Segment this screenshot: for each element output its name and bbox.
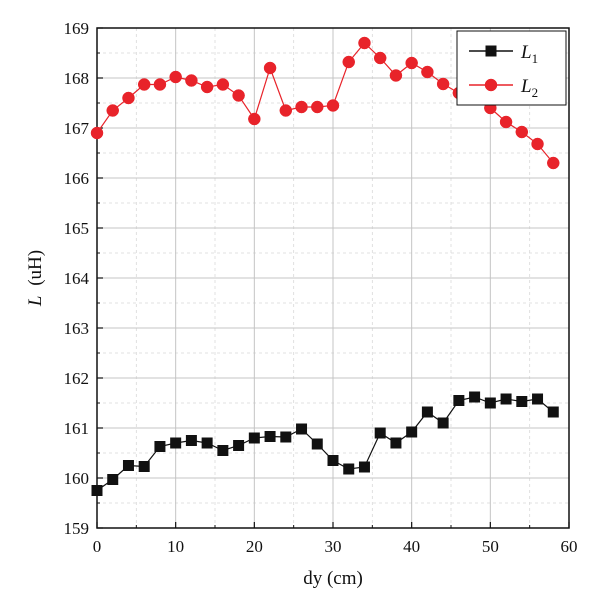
x-tick-label: 50 xyxy=(482,537,499,556)
y-tick-label: 166 xyxy=(64,169,90,188)
data-point xyxy=(295,100,308,114)
series-layer xyxy=(90,36,560,496)
data-point xyxy=(389,69,403,82)
data-point xyxy=(500,393,512,405)
data-point xyxy=(532,393,544,405)
data-point xyxy=(531,137,544,151)
y-tick-label: 169 xyxy=(64,19,90,38)
y-tick-label: 163 xyxy=(64,319,90,338)
data-point xyxy=(327,455,339,466)
data-point xyxy=(200,80,214,94)
data-point xyxy=(91,485,103,496)
y-tick-label: 167 xyxy=(64,119,90,138)
data-point xyxy=(311,100,324,114)
data-point xyxy=(374,427,386,439)
data-point xyxy=(138,461,150,472)
data-point xyxy=(405,56,418,70)
y-axis-symbol: L xyxy=(25,296,46,308)
data-point xyxy=(453,395,465,406)
data-point xyxy=(515,125,529,139)
y-tick-label: 168 xyxy=(64,69,90,88)
x-tick-label: 60 xyxy=(561,537,578,556)
data-point xyxy=(311,438,323,450)
data-point xyxy=(169,70,182,84)
data-point xyxy=(390,437,402,449)
x-tick-label: 20 xyxy=(246,537,263,556)
data-point xyxy=(469,391,481,403)
data-point xyxy=(248,112,261,126)
data-point xyxy=(499,115,513,129)
y-tick-label: 159 xyxy=(64,519,90,538)
data-point xyxy=(436,77,450,91)
series-line xyxy=(96,396,554,491)
x-axis-title: dy (cm) xyxy=(303,568,363,589)
data-point xyxy=(248,432,260,444)
data-point xyxy=(280,431,292,443)
data-point xyxy=(137,78,151,91)
data-point xyxy=(547,406,559,418)
data-point xyxy=(216,78,230,91)
data-point xyxy=(343,463,355,475)
data-point xyxy=(217,445,229,456)
data-point xyxy=(233,440,245,451)
y-tick-label: 164 xyxy=(64,269,90,288)
data-point xyxy=(90,126,104,140)
data-point xyxy=(421,65,434,79)
axis-ticks: 0 10 20 30 40 50 60 159 160 161 162 163 164 165 166 167… xyxy=(64,19,578,556)
data-point xyxy=(358,461,370,473)
data-point xyxy=(122,460,134,471)
data-point xyxy=(170,437,182,449)
legend-label-symbol: L xyxy=(520,76,532,97)
data-point xyxy=(421,406,433,418)
data-point xyxy=(484,397,496,409)
data-point xyxy=(326,99,340,112)
data-point xyxy=(358,36,371,50)
series-L1 xyxy=(91,391,559,496)
data-point xyxy=(516,396,528,407)
x-tick-label: 0 xyxy=(93,537,102,556)
legend-item: L1 xyxy=(469,42,538,66)
legend-item: L2 xyxy=(469,76,538,100)
data-point xyxy=(264,431,276,442)
legend-label: L1 xyxy=(520,42,538,66)
legend-marker xyxy=(485,45,497,57)
data-point xyxy=(122,91,135,105)
y-tick-label: 160 xyxy=(64,469,90,488)
data-point xyxy=(154,441,166,452)
data-point xyxy=(185,435,197,446)
data-point xyxy=(263,61,277,75)
data-point xyxy=(153,78,167,91)
data-point xyxy=(201,437,213,449)
legend-marker xyxy=(484,78,498,92)
data-point xyxy=(232,89,245,102)
legend-label-symbol: L xyxy=(520,42,532,63)
y-axis-unit: (uH) xyxy=(25,250,46,286)
x-tick-label: 10 xyxy=(167,537,184,556)
data-point xyxy=(279,104,293,117)
y-tick-label: 165 xyxy=(64,219,90,238)
x-tick-label: 30 xyxy=(325,537,342,556)
data-point xyxy=(373,51,387,65)
legend-box xyxy=(456,30,567,106)
y-tick-label: 161 xyxy=(64,419,90,438)
y-tick-label: 162 xyxy=(64,369,90,388)
legend-label: L2 xyxy=(520,76,538,100)
data-point xyxy=(437,417,449,429)
legend-label-subscript: 2 xyxy=(532,85,539,100)
data-point xyxy=(547,156,560,170)
x-tick-label: 40 xyxy=(403,537,420,556)
y-axis-title: L (uH) xyxy=(25,250,46,307)
data-point xyxy=(106,104,119,117)
data-point xyxy=(342,55,355,69)
data-point xyxy=(185,74,198,87)
data-point xyxy=(107,474,119,485)
data-point xyxy=(296,423,308,435)
data-point xyxy=(406,426,418,438)
legend-label-subscript: 1 xyxy=(532,51,539,66)
